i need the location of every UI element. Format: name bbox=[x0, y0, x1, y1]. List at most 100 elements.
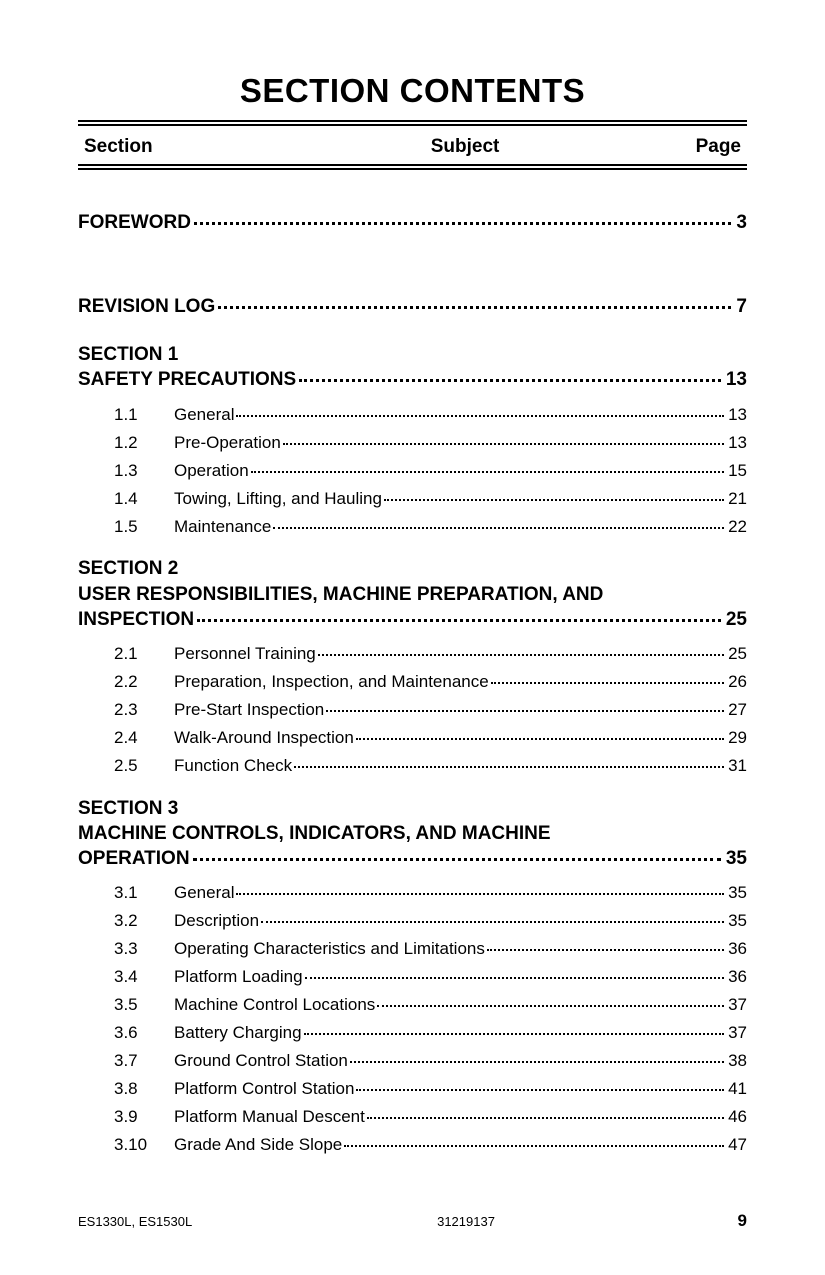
toc-sub-list: 2.1 Personnel Training 25 2.2 Preparatio… bbox=[78, 640, 747, 780]
toc-sub-row: 1.4 Towing, Lifting, and Hauling 21 bbox=[78, 484, 747, 512]
toc-sub-row: 3.4 Platform Loading 36 bbox=[78, 963, 747, 991]
toc-sub-page: 35 bbox=[726, 884, 747, 901]
toc-sub-num: 3.1 bbox=[78, 884, 168, 901]
dot-leader bbox=[377, 994, 724, 1007]
toc-sub-row: 3.6 Battery Charging 37 bbox=[78, 1019, 747, 1047]
toc-sub-page: 46 bbox=[726, 1108, 747, 1125]
toc-section-line: USER RESPONSIBILITIES, MACHINE PREPARATI… bbox=[78, 582, 747, 607]
dot-leader bbox=[236, 404, 724, 417]
toc-section-heading: SECTION 1 SAFETY PRECAUTIONS 13 bbox=[78, 342, 747, 392]
toc-section-line: SAFETY PRECAUTIONS bbox=[78, 367, 296, 392]
dot-leader bbox=[487, 938, 724, 951]
toc-sub-row: 2.4 Walk-Around Inspection 29 bbox=[78, 724, 747, 752]
dot-leader bbox=[261, 910, 724, 923]
footer-model: ES1330L, ES1530L bbox=[78, 1214, 305, 1229]
toc-sub-label: Ground Control Station bbox=[168, 1052, 348, 1069]
toc-sub-label: Platform Manual Descent bbox=[168, 1108, 365, 1125]
toc-sub-row: 1.2 Pre-Operation 13 bbox=[78, 428, 747, 456]
toc-sub-label: Operation bbox=[168, 462, 249, 479]
dot-leader bbox=[283, 432, 724, 445]
col-header-subject: Subject bbox=[307, 136, 622, 158]
toc-sub-num: 3.10 bbox=[78, 1136, 168, 1153]
toc-sub-page: 13 bbox=[726, 406, 747, 423]
dot-leader bbox=[299, 366, 721, 382]
dot-leader bbox=[356, 727, 724, 740]
toc-sub-num: 2.3 bbox=[78, 701, 168, 718]
toc-section-line: OPERATION bbox=[78, 846, 190, 871]
toc-sub-label: Operating Characteristics and Limitation… bbox=[168, 940, 485, 957]
toc-sub-label: Personnel Training bbox=[168, 645, 316, 662]
toc-sub-label: Walk-Around Inspection bbox=[168, 729, 354, 746]
toc-sub-label: Grade And Side Slope bbox=[168, 1136, 342, 1153]
toc-section-page: 13 bbox=[724, 367, 747, 392]
toc-sub-label: Machine Control Locations bbox=[168, 996, 375, 1013]
toc-sub-page: 41 bbox=[726, 1080, 747, 1097]
toc-sub-num: 3.8 bbox=[78, 1080, 168, 1097]
toc-sub-num: 1.3 bbox=[78, 462, 168, 479]
toc-entry-page: 7 bbox=[734, 296, 747, 318]
toc-sub-page: 13 bbox=[726, 434, 747, 451]
toc-sub-row: 3.5 Machine Control Locations 37 bbox=[78, 991, 747, 1019]
toc-sub-label: Description bbox=[168, 912, 259, 929]
toc-sub-row: 2.5 Function Check 31 bbox=[78, 752, 747, 780]
toc-sub-row: 2.1 Personnel Training 25 bbox=[78, 640, 747, 668]
top-double-rule bbox=[78, 120, 747, 126]
toc-sub-list: 3.1 General 35 3.2 Description 35 3.3 Op… bbox=[78, 879, 747, 1159]
bottom-double-rule bbox=[78, 164, 747, 170]
page-footer: ES1330L, ES1530L 31219137 9 bbox=[78, 1211, 747, 1231]
dot-leader bbox=[318, 643, 724, 656]
toc-entry-label: REVISION LOG bbox=[78, 296, 215, 318]
toc-sub-num: 3.5 bbox=[78, 996, 168, 1013]
toc-sub-label: Platform Loading bbox=[168, 968, 303, 985]
toc-sub-page: 36 bbox=[726, 940, 747, 957]
toc-sub-page: 15 bbox=[726, 462, 747, 479]
col-header-page: Page bbox=[623, 136, 741, 158]
col-header-section: Section bbox=[84, 136, 307, 158]
toc-sub-label: Preparation, Inspection, and Maintenance bbox=[168, 673, 489, 690]
toc-sub-num: 3.6 bbox=[78, 1024, 168, 1041]
toc-sub-num: 3.3 bbox=[78, 940, 168, 957]
toc-entry-label: FOREWORD bbox=[78, 212, 191, 234]
dot-leader bbox=[194, 209, 731, 225]
dot-leader bbox=[305, 966, 725, 979]
dot-leader bbox=[236, 882, 724, 895]
toc-sub-num: 3.4 bbox=[78, 968, 168, 985]
toc-section-heading: SECTION 2 USER RESPONSIBILITIES, MACHINE… bbox=[78, 556, 747, 631]
dot-leader bbox=[294, 755, 724, 768]
toc-sub-num: 3.2 bbox=[78, 912, 168, 929]
toc-sub-page: 37 bbox=[726, 996, 747, 1013]
toc-sub-row: 1.1 General 13 bbox=[78, 400, 747, 428]
toc-section-heading: SECTION 3 MACHINE CONTROLS, INDICATORS, … bbox=[78, 796, 747, 871]
toc-sub-label: Pre-Start Inspection bbox=[168, 701, 324, 718]
footer-docnum: 31219137 bbox=[305, 1214, 626, 1229]
dot-leader bbox=[273, 516, 724, 529]
dot-leader bbox=[356, 1078, 724, 1091]
toc-entry-page: 3 bbox=[734, 212, 747, 234]
toc-sub-page: 38 bbox=[726, 1052, 747, 1069]
toc-sub-page: 35 bbox=[726, 912, 747, 929]
toc-sub-page: 31 bbox=[726, 757, 747, 774]
toc-section-page: 25 bbox=[724, 607, 747, 632]
toc-sub-label: Function Check bbox=[168, 757, 292, 774]
toc-sub-row: 3.8 Platform Control Station 41 bbox=[78, 1075, 747, 1103]
toc-sub-row: 1.5 Maintenance 22 bbox=[78, 512, 747, 540]
dot-leader bbox=[197, 605, 721, 621]
toc-sub-row: 3.9 Platform Manual Descent 46 bbox=[78, 1103, 747, 1131]
toc-sub-num: 1.2 bbox=[78, 434, 168, 451]
toc-sub-label: General bbox=[168, 406, 234, 423]
toc-sub-page: 29 bbox=[726, 729, 747, 746]
dot-leader bbox=[491, 671, 724, 684]
toc-section-page: 35 bbox=[724, 846, 747, 871]
toc-sub-page: 22 bbox=[726, 518, 747, 535]
toc-sub-label: Platform Control Station bbox=[168, 1080, 354, 1097]
dot-leader bbox=[384, 488, 724, 501]
toc-sub-label: Pre-Operation bbox=[168, 434, 281, 451]
column-headers: Section Subject Page bbox=[78, 132, 747, 164]
spacer bbox=[78, 240, 747, 296]
toc-sub-num: 1.5 bbox=[78, 518, 168, 535]
footer-pagenum: 9 bbox=[627, 1211, 747, 1231]
toc-sub-num: 2.1 bbox=[78, 645, 168, 662]
toc-sub-num: 2.5 bbox=[78, 757, 168, 774]
dot-leader bbox=[218, 293, 731, 309]
dot-leader bbox=[344, 1134, 724, 1147]
